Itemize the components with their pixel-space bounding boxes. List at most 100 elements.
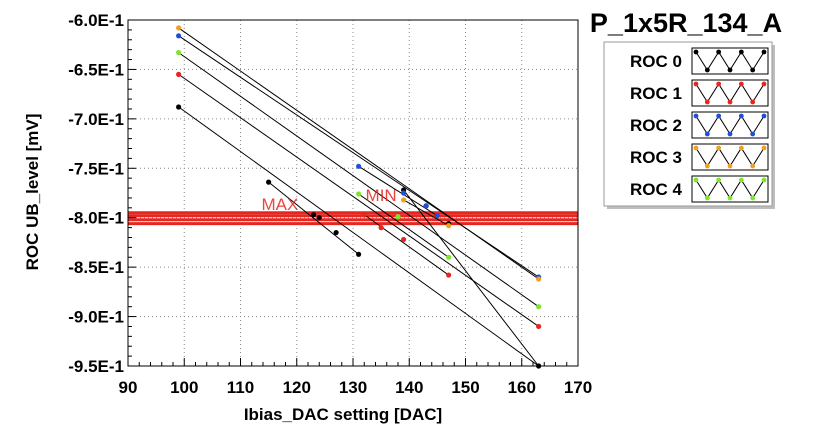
x-tick-label: 160: [508, 378, 536, 397]
legend-swatch-point-roc-3: [750, 163, 756, 169]
legend-swatch-point-roc-0: [727, 67, 733, 73]
y-tick-label: -7.5E-1: [68, 159, 124, 178]
reference-lines: [128, 211, 578, 226]
roc-2-point: [401, 190, 407, 196]
roc-1-point: [536, 323, 542, 330]
legend-swatch-point-roc-0: [693, 49, 699, 55]
y-axis-title: ROC UB_level [mV]: [23, 114, 42, 271]
legend-swatch-point-roc-3: [704, 163, 710, 169]
x-tick-label: 170: [564, 378, 592, 397]
legend-swatch-point-roc-4: [727, 195, 733, 201]
legend-swatch-point-roc-3: [761, 145, 767, 151]
x-axis-title: Ibias_DAC setting [DAC]: [244, 405, 442, 424]
roc-3-line: [403, 199, 449, 227]
legend-swatch-point-roc-4: [738, 177, 744, 183]
legend-swatch-point-roc-4: [716, 177, 722, 183]
legend-swatch-point-roc-2: [716, 113, 722, 119]
legend-swatch-point-roc-0: [750, 67, 756, 73]
legend-label-roc-2: ROC 2: [630, 116, 682, 135]
legend-swatch-point-roc-2: [738, 113, 744, 119]
roc-4-point: [356, 191, 362, 197]
legend-swatch-point-roc-1: [761, 81, 767, 87]
y-tick-label: -9.0E-1: [68, 308, 124, 327]
roc-1-point: [176, 71, 182, 77]
x-tick-label: 100: [170, 378, 198, 397]
legend-swatch-point-roc-0: [704, 67, 710, 73]
annotation-max: MAX: [261, 195, 298, 214]
x-tick-label: 90: [119, 378, 138, 397]
legend-swatch-roc-1: [691, 79, 769, 107]
chart-title: P_1x5R_134_A: [590, 8, 782, 38]
roc-4-point: [536, 304, 542, 310]
legend-swatch-point-roc-1: [693, 81, 699, 87]
roc-0-line: [403, 189, 540, 367]
annotations: MAX MIN: [261, 186, 396, 214]
roc-2-point: [423, 203, 429, 209]
legend-swatch-point-roc-4: [693, 177, 699, 183]
roc-3-point: [176, 25, 182, 31]
roc-0-point: [316, 215, 322, 221]
roc-1-point: [401, 236, 407, 243]
y-tick-label: -6.5E-1: [68, 60, 124, 79]
legend-swatch-point-roc-3: [693, 145, 699, 151]
legend-label-roc-4: ROC 4: [630, 180, 683, 199]
legend-swatch-point-roc-0: [716, 49, 722, 55]
roc-0-point: [356, 251, 362, 257]
roc-4-line: [178, 52, 539, 308]
y-tick-label: -8.0E-1: [68, 209, 124, 228]
roc-1-line: [178, 73, 539, 327]
legend-label-roc-0: ROC 0: [630, 52, 682, 71]
roc-3-line: [178, 27, 539, 280]
roc-0-point: [266, 179, 272, 185]
series-lines: [178, 27, 540, 367]
legend-swatch-point-roc-4: [704, 195, 710, 201]
legend-swatch-point-roc-0: [761, 49, 767, 55]
roc-3-point: [401, 197, 407, 203]
roc-1-point: [446, 272, 452, 278]
x-tick-label: 150: [451, 378, 479, 397]
legend-swatch-point-roc-2: [693, 113, 699, 119]
legend-swatch-point-roc-2: [704, 131, 710, 137]
legend-label-roc-3: ROC 3: [630, 148, 682, 167]
legend-swatch-point-roc-1: [716, 81, 722, 87]
roc-2-point: [434, 213, 440, 219]
y-tick-label: -6.0E-1: [68, 11, 124, 30]
annotation-min: MIN: [366, 186, 397, 205]
x-tick-label: 120: [283, 378, 311, 397]
y-tick-label: -7.0E-1: [68, 110, 124, 129]
roc-4-point: [395, 214, 401, 220]
roc-4-line: [358, 193, 449, 258]
roc-2-point: [176, 33, 182, 39]
roc-3-point: [536, 276, 542, 282]
legend-swatch-point-roc-3: [727, 163, 733, 169]
legend-swatch-point-roc-4: [761, 177, 767, 183]
axis-ticks: 90 100 110 120 130 140 150 160 170 -6.0E-1 -6.5E-1…: [68, 11, 592, 397]
roc-3-point: [446, 223, 452, 229]
series-points: [176, 25, 542, 369]
legend-swatch-point-roc-2: [750, 131, 756, 137]
legend-swatch-point-roc-3: [738, 145, 744, 151]
roc-0-point: [311, 212, 317, 218]
roc-1-point: [361, 212, 367, 218]
y-tick-label: -8.5E-1: [68, 258, 124, 277]
roc-0-point: [333, 229, 339, 236]
legend-swatch-point-roc-1: [750, 99, 756, 105]
legend-swatch-point-roc-0: [738, 49, 744, 55]
legend-swatch-point-roc-1: [704, 99, 710, 105]
x-tick-label: 140: [395, 378, 423, 397]
legend-swatch-point-roc-2: [727, 131, 733, 137]
roc-4-point: [176, 50, 182, 56]
x-tick-label: 110: [227, 378, 254, 397]
roc-0-line: [178, 106, 539, 367]
x-tick-label: 130: [339, 378, 367, 397]
roc-2-point: [356, 163, 362, 169]
y-tick-label: -9.5E-1: [68, 357, 124, 376]
roc-1-line: [363, 214, 449, 276]
legend-swatch-point-roc-3: [716, 145, 722, 151]
legend-swatch-point-roc-4: [750, 195, 756, 201]
roc-0-point: [176, 104, 182, 110]
roc-4-point: [446, 254, 452, 260]
legend-swatch-point-roc-2: [761, 113, 767, 119]
roc-1-point: [378, 225, 384, 231]
